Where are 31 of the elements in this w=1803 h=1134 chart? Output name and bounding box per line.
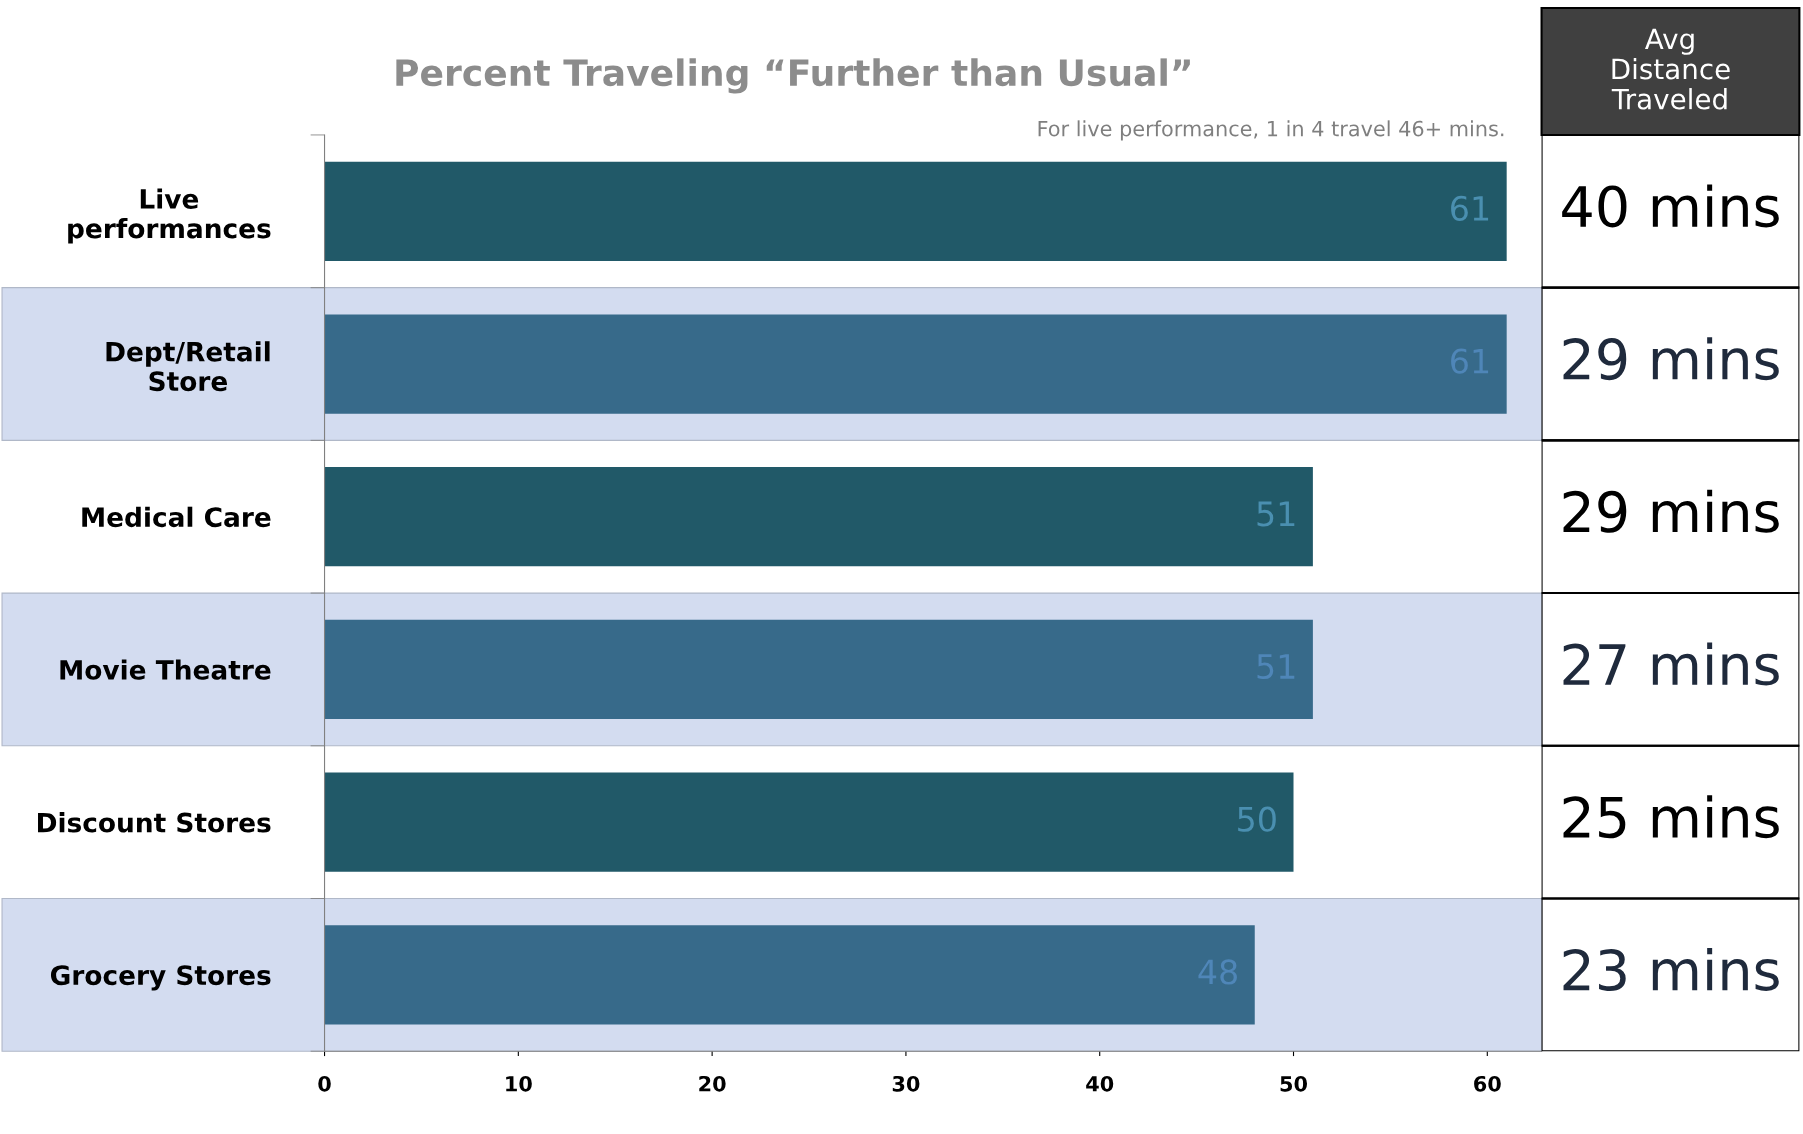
y-tick-label: Live performances	[68, 188, 271, 244]
bar	[324, 925, 1255, 1025]
text: Avg Distance Traveled	[1611, 28, 1730, 110]
x-tick-label: 0	[318, 1075, 331, 1092]
x-tick-label: 10	[506, 1075, 532, 1092]
text: 27 mins	[1563, 642, 1779, 686]
y-tick-label: Dept/Retail Store	[106, 341, 270, 392]
bar	[324, 467, 1313, 567]
chart-title: Percent Traveling “Further than Usual”	[396, 58, 1190, 94]
text: 29 mins	[1563, 489, 1779, 533]
text: 25 mins	[1563, 795, 1779, 839]
bar	[324, 772, 1294, 872]
y-tick-label: Discount Stores	[38, 812, 271, 833]
y-tick-label: Movie Theatre	[60, 659, 271, 680]
data-label: 51	[1257, 501, 1295, 527]
y-tick-label: Medical Care	[82, 506, 271, 528]
x-tick-label: 20	[699, 1075, 726, 1092]
bar	[324, 161, 1507, 261]
text: 40 mins	[1562, 184, 1779, 228]
bar	[324, 619, 1313, 720]
data-label: 61	[1451, 195, 1489, 221]
chart-subtitle: For live performance, 1 in 4 travel 46+ mins.	[1038, 120, 1504, 141]
x-tick-label: 30	[892, 1075, 920, 1092]
y-tick-label: Grocery Stores	[50, 965, 271, 991]
x-tick-label: 40	[1086, 1075, 1114, 1092]
text: 29 mins	[1563, 337, 1779, 381]
bar	[324, 314, 1507, 414]
x-tick-label: 50	[1280, 1075, 1308, 1092]
text: 23 mins	[1563, 947, 1779, 991]
x-tick-label: 60	[1474, 1075, 1501, 1092]
data-label: 50	[1238, 806, 1276, 832]
